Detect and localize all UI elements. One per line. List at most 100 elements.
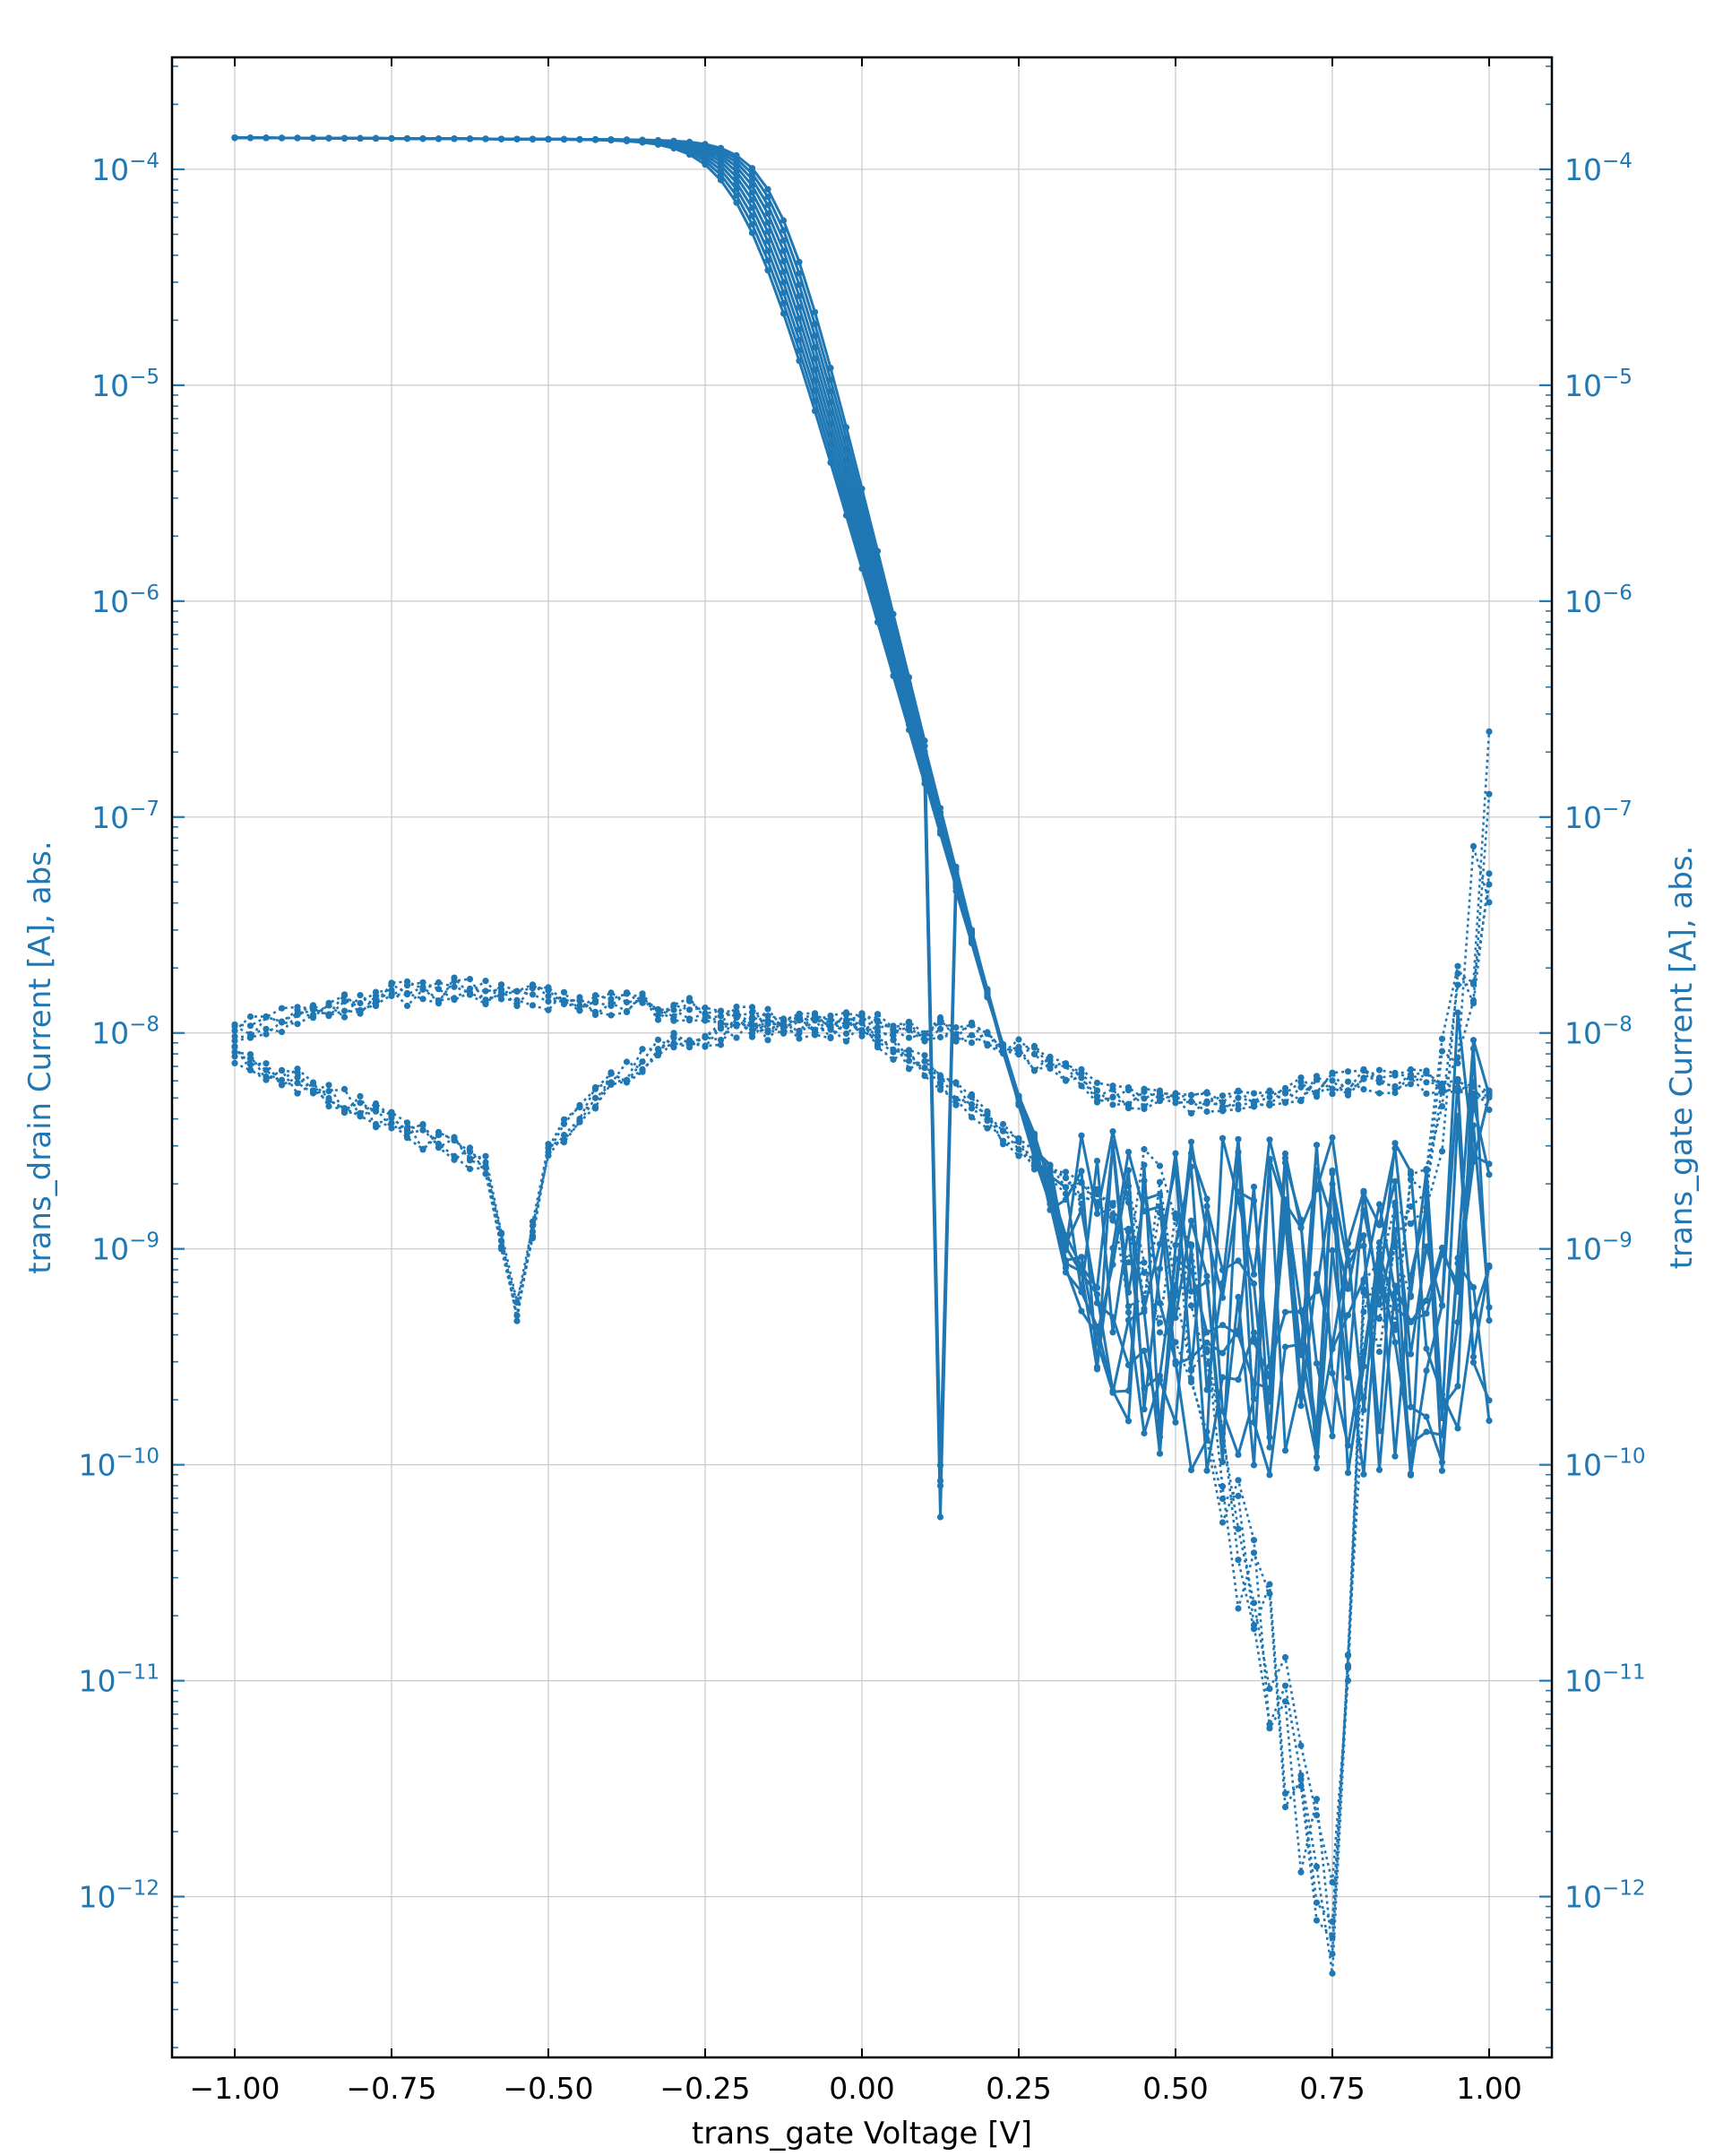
drain-current-sweep-point <box>1454 1383 1461 1390</box>
drain-current-sweep-point <box>1124 1418 1133 1425</box>
drain-current-sweep-point <box>1266 1471 1273 1479</box>
gate-current-reverse-point <box>607 1079 615 1086</box>
gate-current-forward-point <box>340 1007 349 1014</box>
gate-current-reverse-point <box>733 1013 740 1022</box>
drain-current-sweep-point <box>1078 1307 1085 1315</box>
drain-current-sweep-point <box>1407 1168 1415 1176</box>
drain-current-sweep-point <box>1187 1242 1195 1250</box>
drain-current-sweep-point <box>780 227 788 234</box>
drain-current-sweep-point <box>1187 1138 1195 1145</box>
gate-current-forward-point <box>1219 1108 1227 1115</box>
gate-current-reverse-point <box>451 1134 458 1141</box>
drain-current-sweep-point <box>1469 1152 1477 1160</box>
drain-current-sweep-point <box>1297 1341 1305 1348</box>
gate-current-reverse-point <box>905 1052 913 1059</box>
drain-current-sweep-point <box>780 247 788 254</box>
gate-current-reverse-point <box>1313 1899 1321 1906</box>
gate-current-forward-point <box>263 1013 270 1021</box>
drain-current-sweep-point <box>1344 1239 1352 1247</box>
gate-current-reverse-point <box>403 1119 411 1126</box>
gate-current-reverse-point <box>733 1021 740 1028</box>
gate-current-reverse-point <box>340 1085 349 1092</box>
drain-current-sweep-point <box>1203 1329 1210 1336</box>
gate-current-reverse-point <box>968 1091 976 1098</box>
gate-current-forward-point <box>921 1038 928 1045</box>
gate-current-reverse-point <box>1281 1698 1289 1705</box>
gate-current-forward-point <box>1172 1090 1179 1097</box>
gate-current-series <box>231 728 1493 1977</box>
gate-current-reverse-point <box>921 1073 928 1080</box>
drain-current-sweep-point <box>451 135 458 142</box>
drain-current-sweep-point <box>1423 1310 1430 1317</box>
gate-current-reverse-point <box>1219 1483 1227 1490</box>
gate-current-forward-point <box>1093 1093 1101 1100</box>
gate-current-forward-point <box>513 996 521 1004</box>
gate-current-forward-point <box>952 1024 960 1031</box>
gate-current-forward-point <box>1281 1100 1289 1107</box>
drain-current-sweep-point <box>1078 1132 1085 1139</box>
gate-current-reverse-point <box>607 1070 615 1077</box>
gate-current-forward-point <box>576 1002 583 1009</box>
drain-current-sweep-point <box>1329 1246 1336 1254</box>
gate-current-forward-point <box>1407 1065 1415 1074</box>
drain-current-sweep-point <box>1329 1134 1336 1142</box>
drain-current-sweep-point <box>1297 1223 1305 1231</box>
drain-current-sweep-point <box>1187 1150 1195 1157</box>
gate-current-forward-point <box>435 979 443 986</box>
gate-current-reverse-point <box>827 1025 834 1032</box>
gate-current-forward-point <box>545 1006 552 1013</box>
drain-current-sweep-point <box>482 135 489 142</box>
gate-current-reverse-point <box>545 1152 552 1160</box>
drain-current-sweep-point <box>936 805 944 812</box>
y-tick-label: 10−6 <box>91 582 159 619</box>
gate-current-reverse-point <box>1469 842 1477 850</box>
drain-current-sweep-point <box>1235 1451 1242 1458</box>
gate-current-reverse-point <box>576 1101 583 1108</box>
gate-current-reverse-point <box>702 1033 709 1040</box>
gate-current-forward-point <box>654 1016 662 1023</box>
gate-current-reverse-point <box>1313 1863 1321 1870</box>
gate-current-reverse-point <box>294 1065 301 1073</box>
gate-current-reverse-point <box>858 1013 866 1020</box>
gate-current-forward-point <box>936 1033 944 1041</box>
drain-current-sweep-point <box>1172 1419 1179 1426</box>
drain-current-sweep-point <box>545 135 552 142</box>
drain-current-sweep-point <box>1172 1314 1179 1322</box>
drain-current-sweep-point <box>1250 1380 1258 1387</box>
drain-current-sweep-point <box>1141 1347 1148 1354</box>
drain-current-sweep-point <box>717 144 725 151</box>
gate-current-reverse-point <box>952 1096 960 1103</box>
gate-current-forward-point <box>591 1011 599 1019</box>
drain-current-sweep-point <box>905 674 913 681</box>
gate-current-reverse-point <box>419 1126 426 1134</box>
gate-current-reverse-point <box>623 1058 631 1065</box>
gate-current-forward-point <box>482 978 489 985</box>
gate-current-reverse-point <box>764 1013 771 1020</box>
drain-current-sweep-point <box>1281 1343 1289 1350</box>
drain-current-sweep-point <box>1235 1376 1242 1384</box>
drain-current-sweep-point <box>1219 1437 1227 1445</box>
gate-current-forward-point <box>936 1025 944 1032</box>
gate-current-forward-point <box>529 991 537 998</box>
drain-current-sweep-point <box>639 136 646 143</box>
gate-current-forward-point <box>388 981 395 988</box>
drain-current-sweep-point <box>1375 1244 1383 1251</box>
gate-current-forward-point <box>1203 1089 1210 1096</box>
gate-current-forward-point <box>1219 1099 1227 1106</box>
drain-current-sweep-point <box>796 281 803 289</box>
gate-current-reverse-point <box>1235 1557 1242 1564</box>
gate-current-forward-point <box>1235 1094 1242 1101</box>
drain-current-sweep-point <box>1407 1350 1415 1358</box>
drain-current-sweep-point <box>263 134 270 142</box>
gate-current-reverse-point <box>1235 1492 1242 1499</box>
drain-current-sweep-point <box>1203 1339 1210 1346</box>
gate-current-forward-point <box>952 1034 960 1041</box>
gate-current-reverse-point <box>1156 1329 1164 1336</box>
gate-current-reverse-point <box>811 1017 819 1024</box>
gate-current-forward-point <box>278 1018 286 1025</box>
gate-current-reverse-point <box>419 1122 426 1129</box>
drain-current-sweep-point <box>1250 1271 1258 1278</box>
drain-current-sweep-point <box>921 737 928 745</box>
gate-current-forward-point <box>372 1001 380 1008</box>
drain-current-sweep-point <box>1469 1122 1477 1129</box>
